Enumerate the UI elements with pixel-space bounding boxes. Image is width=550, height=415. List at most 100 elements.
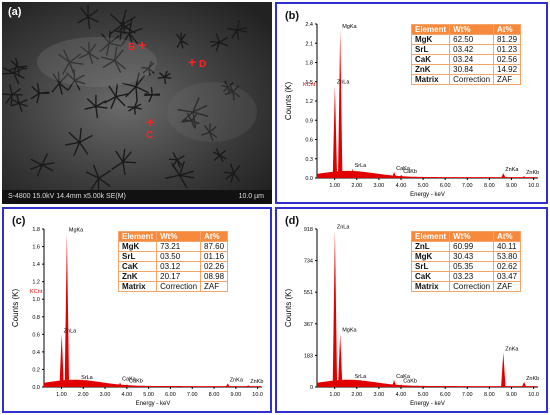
dendrite-arm (128, 33, 134, 47)
eds-panel-b: (b) 0.0 0.3 0.6 0.9 1.2 1.5 1.8 2.1 2.4 1.00 2.00 3… (275, 2, 548, 204)
x-tick-label: 10.0 (252, 392, 263, 398)
dendrite-arm (219, 154, 227, 160)
dendrite-arm (88, 53, 94, 65)
dendrite-arm (85, 171, 100, 179)
table-row: ZnL 60.99 40.11 (410, 241, 522, 252)
dendrite-arm (180, 33, 187, 42)
table-row: CaK 03.12 02.26 (117, 261, 229, 272)
y-tick-label: 0.6 (32, 332, 40, 338)
dendrite-arm (86, 98, 97, 108)
dendrite-arm (36, 164, 43, 177)
dendrite-arm (203, 124, 211, 133)
dendrite-arm (223, 171, 234, 174)
dendrite-arm (236, 19, 240, 30)
dendrite-arm (77, 16, 89, 24)
dendrite-arm (210, 40, 220, 44)
dendrite-arm (134, 106, 142, 110)
dendrite-arm (232, 85, 240, 93)
dendrite-arm (9, 84, 13, 95)
dendrite-arm (215, 42, 221, 52)
peak-label: ZnLa (64, 328, 77, 334)
dendrite-arm (115, 83, 119, 97)
peak-label: MgKa (69, 227, 84, 233)
dendrite-arm (11, 88, 22, 96)
spectrum-continuum (317, 379, 538, 387)
x-tick-label: 3.00 (100, 392, 111, 398)
dendrite-arm (90, 177, 100, 191)
y-tick-label: 0.4 (32, 350, 40, 356)
dendrite-arm (39, 91, 50, 94)
dendrite-arm (18, 103, 23, 112)
dendrite-arm (88, 52, 100, 60)
dendrite-arm (215, 33, 221, 43)
dendrite-arm (152, 93, 160, 96)
peak-label: ZnLa (337, 80, 350, 86)
y-tick-label: 918 (304, 227, 313, 233)
x-tick-label: 8.00 (484, 392, 495, 398)
dendrite-arm (236, 29, 240, 40)
y-axis-label: Counts (K) (11, 289, 20, 328)
dendrite-arm (115, 30, 130, 34)
x-axis-label: Energy - keV (410, 192, 445, 198)
dendrite-arm (36, 93, 40, 104)
marker-label: D (198, 59, 207, 70)
dendrite-arm (121, 82, 137, 88)
dendrite-arm (192, 111, 197, 128)
x-tick-label: 4.00 (121, 392, 132, 398)
y-tick-label: 0.0 (305, 176, 313, 182)
spectrum-continuum (44, 379, 262, 387)
dendrite-arm (14, 57, 19, 68)
spectrum-peak (501, 173, 506, 178)
marker-label: B (128, 42, 136, 53)
dendrite-arm (16, 94, 20, 104)
dendrite-arm (209, 131, 218, 138)
y-tick-label: 0.8 (32, 315, 40, 321)
x-tick-label: 1.00 (56, 392, 67, 398)
dendrite-arm (148, 94, 153, 103)
dendrite-arm (212, 151, 221, 156)
table-row: SrL 03.50 01.16 (117, 251, 229, 262)
peak-label: ZnKa (505, 167, 519, 173)
dendrite-arm (122, 148, 126, 163)
dendrite-arm (98, 169, 112, 179)
x-tick-label: 9.00 (506, 392, 517, 398)
col-element: Element (410, 24, 451, 35)
dendrite-arm (52, 73, 60, 84)
dendrite-arm (79, 45, 90, 54)
dendrite-arm (87, 16, 91, 29)
dendrite-arm (10, 94, 13, 106)
peak-label: SrLa (81, 375, 94, 381)
y-tick-label: 1.4 (32, 262, 40, 268)
y-axis-label: Counts (K) (284, 82, 293, 121)
spectrum-peak (391, 171, 397, 178)
dendrite-arm (115, 96, 126, 107)
col-wt: Wt% (449, 24, 495, 35)
y-tick-label: 2.1 (305, 41, 313, 47)
dendrite-arm (121, 16, 136, 26)
spectrum-peak (117, 382, 123, 387)
sem-parameters: S-4800 15.0kV 14.4mm x5.00k SE(M) (8, 193, 126, 200)
dendrite-arm (179, 174, 188, 189)
dendrite-arm (219, 36, 228, 43)
dendrite-arm (121, 24, 136, 34)
dendrite-arm (129, 27, 143, 34)
panel-letter-a: (a) (8, 6, 22, 18)
composition-table-d: Element Wt% At% ZnL 60.99 40.11 MgK 30.43 53.8… (410, 231, 522, 292)
dendrite-arm (78, 52, 90, 59)
dendrite-arm (208, 132, 214, 141)
dendrite-arm (172, 152, 178, 161)
spectrum-peak (338, 30, 343, 178)
kcnt-label: KCnt (303, 82, 316, 88)
dendrite-arm (135, 86, 138, 101)
dendrite-arm (63, 49, 71, 63)
dendrite-arm (148, 68, 151, 76)
dendrite-arm (227, 86, 230, 94)
dendrite-arm (13, 67, 25, 74)
y-tick-label: 1.0 (32, 297, 40, 303)
dendrite-arm (79, 134, 93, 143)
y-tick-label: 1.8 (305, 61, 313, 67)
dendrite-arm (225, 172, 235, 180)
dendrite-arm (219, 150, 226, 156)
x-tick-label: 6.00 (165, 392, 176, 398)
dendrite-arm (176, 40, 182, 48)
